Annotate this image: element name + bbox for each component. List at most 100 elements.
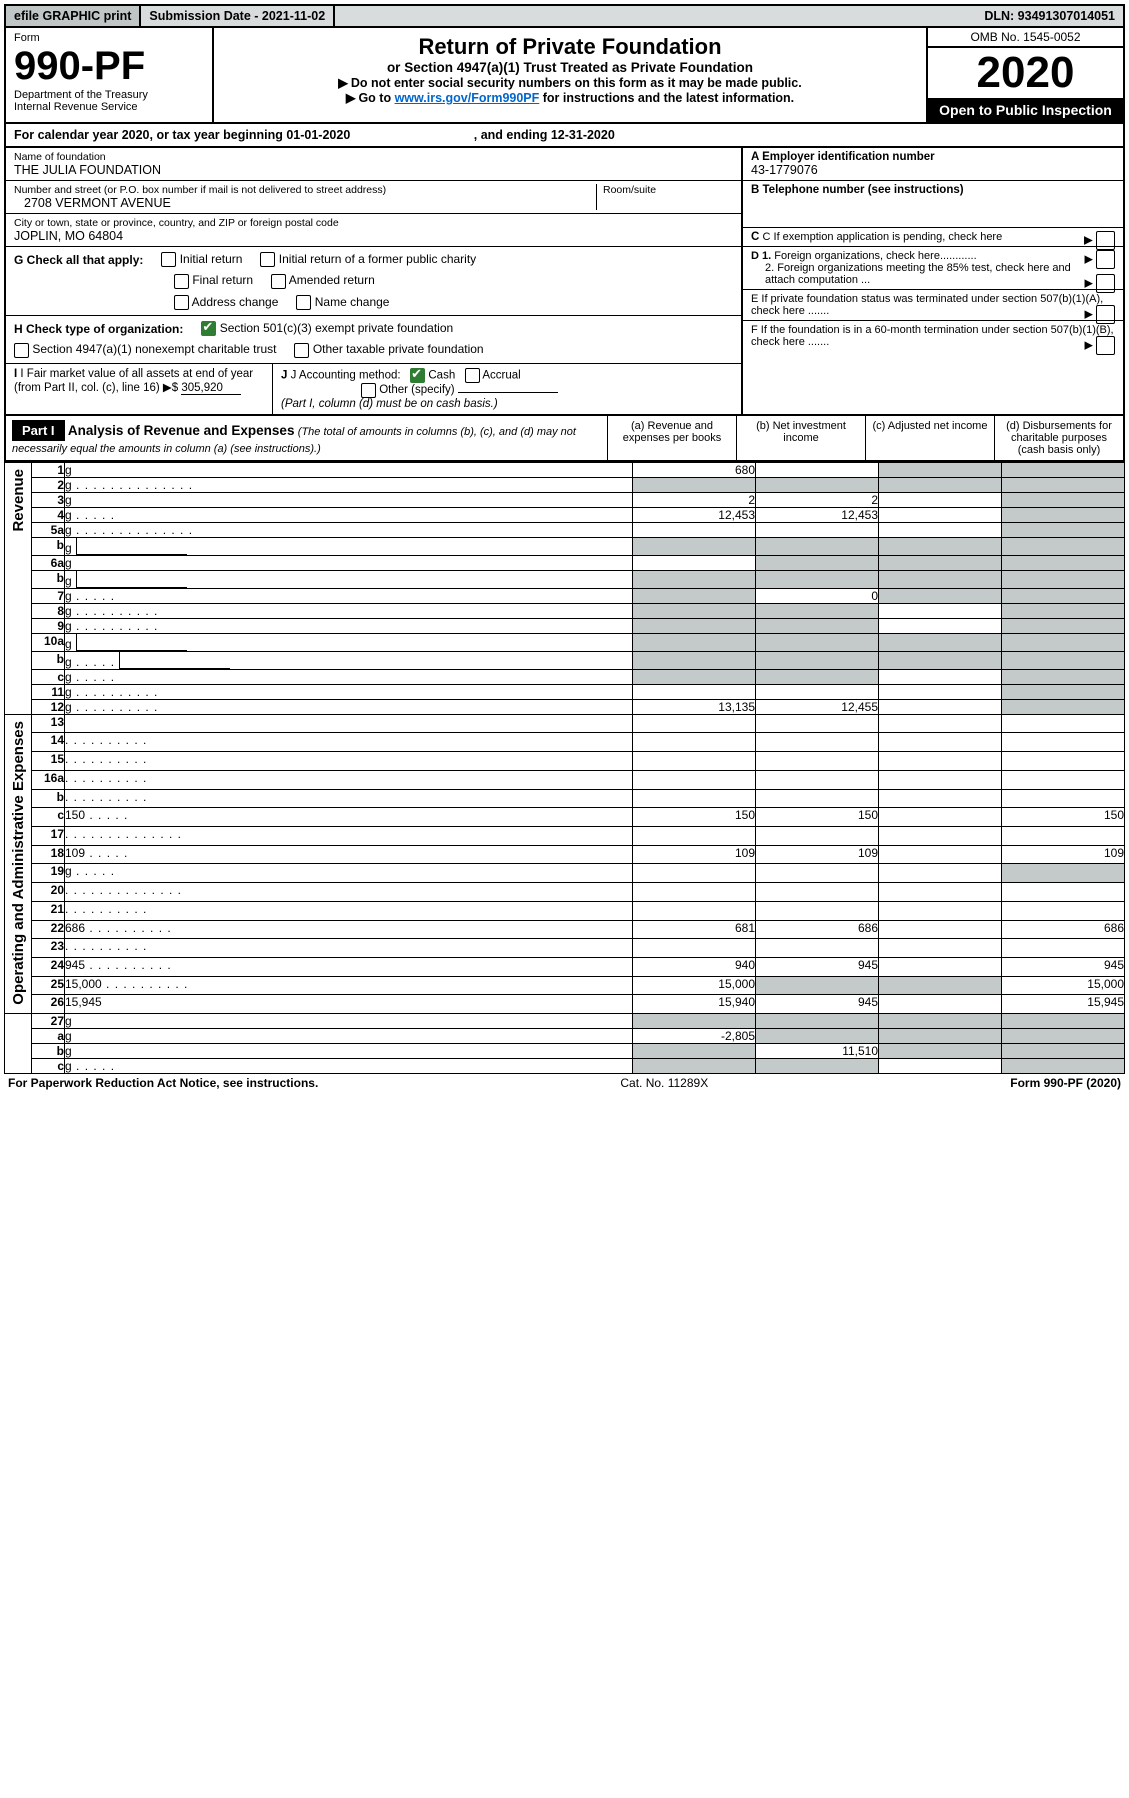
amount-cell [879, 669, 1002, 684]
amount-cell: 150 [756, 808, 879, 827]
d-row: D 1. Foreign organizations, check here..… [743, 247, 1123, 290]
amount-cell [1002, 603, 1125, 618]
amount-cell [879, 537, 1002, 555]
line-number: 17 [32, 826, 65, 845]
amount-cell [879, 633, 1002, 651]
amount-cell [1002, 588, 1125, 603]
line-desc [65, 826, 633, 845]
amount-cell [1002, 684, 1125, 699]
amount-cell [756, 826, 879, 845]
amount-cell: 15,000 [1002, 976, 1125, 995]
amount-cell [1002, 507, 1125, 522]
initial-return-checkbox[interactable] [161, 252, 176, 267]
amount-cell [1002, 651, 1125, 669]
amount-cell: 15,000 [633, 976, 756, 995]
table-row: bg [5, 570, 1125, 588]
line-number: 11 [32, 684, 65, 699]
amount-cell [633, 883, 756, 902]
line-desc: g [65, 1014, 633, 1029]
line-number: c [32, 1059, 65, 1074]
table-row: 21 [5, 901, 1125, 920]
line-desc: 945 [65, 957, 633, 976]
line-number: 5a [32, 522, 65, 537]
accrual-checkbox[interactable] [465, 368, 480, 383]
table-row: 5ag [5, 522, 1125, 537]
street-label: Number and street (or P.O. box number if… [14, 184, 596, 196]
amount-cell [633, 901, 756, 920]
line-desc [65, 939, 633, 958]
other-taxable-checkbox[interactable] [294, 343, 309, 358]
amount-cell: 940 [633, 957, 756, 976]
footer: For Paperwork Reduction Act Notice, see … [4, 1074, 1125, 1092]
amount-cell [879, 864, 1002, 883]
table-row: ag-2,805 [5, 1029, 1125, 1044]
amount-cell [756, 1014, 879, 1029]
amount-cell [633, 1059, 756, 1074]
f-row: F If the foundation is in a 60-month ter… [743, 321, 1123, 351]
d1-checkbox[interactable] [1096, 250, 1115, 269]
irs-link[interactable]: www.irs.gov/Form990PF [395, 91, 540, 105]
amount-cell [633, 684, 756, 699]
cash-checkbox[interactable] [410, 368, 425, 383]
line-number: 20 [32, 883, 65, 902]
initial-former-checkbox[interactable] [260, 252, 275, 267]
c-checkbox[interactable] [1096, 231, 1115, 250]
amount-cell [879, 939, 1002, 958]
other-method-checkbox[interactable] [361, 383, 376, 398]
table-row: b [5, 789, 1125, 808]
line-desc: g [65, 633, 633, 651]
line-number: 15 [32, 752, 65, 771]
amount-cell: 2 [756, 492, 879, 507]
line-number: 25 [32, 976, 65, 995]
ein-label: A Employer identification number [751, 151, 1115, 163]
line-desc: g [65, 699, 633, 714]
room-label: Room/suite [603, 184, 733, 196]
table-row: 20 [5, 883, 1125, 902]
line-desc [65, 883, 633, 902]
d2-checkbox[interactable] [1096, 274, 1115, 293]
line-desc [65, 714, 633, 733]
f-checkbox[interactable] [1096, 336, 1115, 355]
footer-left: For Paperwork Reduction Act Notice, see … [8, 1076, 318, 1090]
line-number: 16a [32, 770, 65, 789]
name-change-checkbox[interactable] [296, 295, 311, 310]
amount-cell [879, 492, 1002, 507]
amount-cell [633, 603, 756, 618]
amount-cell [879, 1044, 1002, 1059]
amount-cell: 150 [1002, 808, 1125, 827]
amount-cell: 15,945 [1002, 995, 1125, 1014]
amount-cell: 15,940 [633, 995, 756, 1014]
line-number: 24 [32, 957, 65, 976]
amount-cell [879, 883, 1002, 902]
table-row: 2615,94515,94094515,945 [5, 995, 1125, 1014]
amount-cell [879, 714, 1002, 733]
e-checkbox[interactable] [1096, 305, 1115, 324]
line-desc [65, 901, 633, 920]
amount-cell: 945 [756, 995, 879, 1014]
final-return-checkbox[interactable] [174, 274, 189, 289]
line-desc: 686 [65, 920, 633, 939]
amount-cell: 0 [756, 588, 879, 603]
address-change-checkbox[interactable] [174, 295, 189, 310]
amount-cell [879, 462, 1002, 477]
4947-checkbox[interactable] [14, 343, 29, 358]
expenses-sidelabel: Operating and Administrative Expenses [5, 714, 32, 1014]
table-row: 8g [5, 603, 1125, 618]
501c3-checkbox[interactable] [201, 321, 216, 336]
line-desc: g [65, 492, 633, 507]
amount-cell: 12,455 [756, 699, 879, 714]
amount-cell [879, 699, 1002, 714]
amount-cell [879, 808, 1002, 827]
amount-cell: 109 [1002, 845, 1125, 864]
amount-cell [1002, 477, 1125, 492]
amount-cell [1002, 1059, 1125, 1074]
dln: DLN: 93491307014051 [976, 6, 1123, 26]
efile-label: efile GRAPHIC print [6, 6, 141, 26]
amended-return-checkbox[interactable] [271, 274, 286, 289]
amount-cell [1002, 939, 1125, 958]
line-desc: g [65, 537, 633, 555]
amount-cell [879, 995, 1002, 1014]
footer-right: Form 990-PF (2020) [1010, 1076, 1121, 1090]
table-row: 18109109109109 [5, 845, 1125, 864]
revenue-sidelabel: Revenue [5, 462, 32, 714]
